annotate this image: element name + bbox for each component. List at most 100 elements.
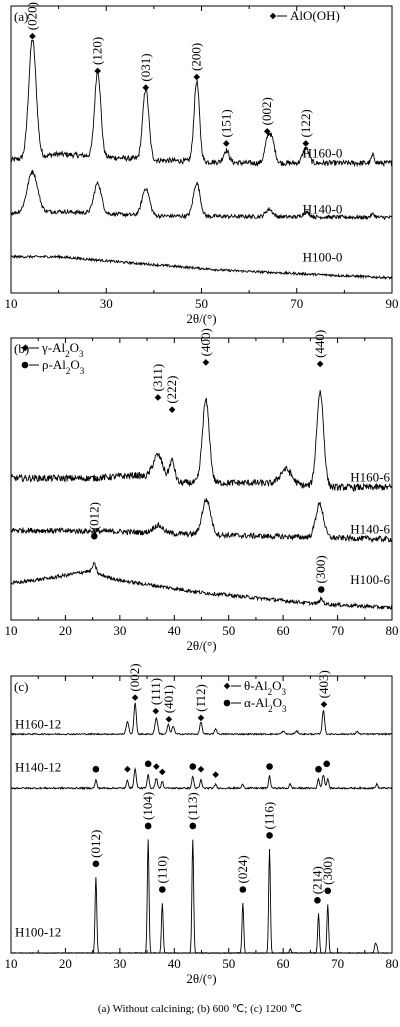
peak-marker [314, 897, 321, 904]
peak-marker [263, 128, 271, 135]
peak-label: (151) [218, 109, 233, 137]
peak-label: (120) [90, 37, 105, 65]
x-tick-label: 20 [59, 956, 72, 971]
legend-item: AlO(OH) [269, 8, 340, 23]
peak-marker [131, 694, 139, 701]
circle-legend-icon [223, 699, 231, 707]
peak-label: (111) [148, 678, 163, 705]
peak-marker [144, 822, 152, 830]
panel-label: (a) [14, 9, 28, 24]
peak-marker [317, 586, 325, 593]
peak-label: (1̄12) [193, 684, 208, 712]
x-tick-label: 10 [5, 623, 18, 638]
x-axis-label: 2θ/(°) [186, 971, 216, 986]
peak-marker [197, 714, 205, 722]
chart-panel-1: 10 30 50 70 90 2θ/(°) (a) H160-0 H140-0 H100-0 (02… [5, 2, 399, 326]
x-tick-label: 20 [59, 623, 72, 638]
peak-marker [29, 32, 36, 40]
x-tick-label: 80 [386, 623, 399, 638]
x-axis-label: 2θ/(°) [186, 638, 216, 653]
x-tick-label: 70 [290, 296, 303, 311]
peak-marker [154, 394, 162, 401]
peak-marker [189, 822, 197, 830]
peak-marker [323, 760, 330, 768]
legend-label: γ-Al2O3 [41, 340, 84, 359]
series-line [10, 39, 393, 168]
peak-marker [222, 140, 230, 147]
peak-label: (012) [86, 502, 101, 530]
x-tick-label: 50 [222, 623, 235, 638]
series-line [10, 839, 393, 955]
peak-label: (403) [316, 670, 331, 698]
peak-marker [202, 359, 210, 366]
peak-marker [165, 715, 173, 723]
peak-marker [324, 887, 332, 895]
peak-marker [159, 768, 166, 776]
legend-label: α-Al2O3 [244, 695, 287, 714]
x-tick-label: 90 [386, 296, 399, 311]
peak-label: (214) [309, 866, 324, 894]
peak-marker [315, 765, 322, 773]
series-label: H100-0 [303, 250, 343, 265]
peak-marker [168, 406, 176, 413]
peak-label: (300) [320, 857, 335, 885]
peak-marker [320, 701, 328, 708]
x-tick-label: 70 [331, 623, 344, 638]
series-line [10, 169, 393, 221]
peak-label: (116) [262, 802, 277, 830]
peak-marker [153, 763, 160, 770]
peak-marker [197, 765, 205, 773]
x-tick-label: 40 [168, 956, 181, 971]
diamond-legend-icon [21, 344, 29, 352]
peak-label: (200) [189, 43, 204, 71]
x-tick-label: 60 [277, 623, 290, 638]
peak-label: (400) [198, 328, 213, 356]
series-line [10, 767, 393, 791]
x-tick-label: 30 [100, 296, 113, 311]
peak-label: (401) [161, 685, 176, 713]
series-line [10, 702, 393, 736]
legend-item: α-Al2O3 [223, 695, 287, 714]
peak-label: (110) [154, 856, 169, 884]
peak-label: (122) [298, 109, 313, 137]
diamond-legend-icon [269, 12, 277, 20]
peak-marker [266, 832, 273, 839]
series-line [10, 498, 393, 544]
series-line [10, 254, 393, 280]
series-label: H160-12 [15, 716, 61, 731]
series-line [10, 390, 393, 493]
chart-panel-2: 10 20 30 40 50 60 70 80 2θ/(°) (b) H160-6 H140-6 H10… [5, 328, 399, 653]
series-label: H100-6 [350, 572, 390, 587]
figure-caption: (a) Without calcining; (b) 600 ℃; (c) 12… [97, 1003, 303, 1015]
peak-label: (024) [235, 855, 250, 883]
plot-frame [10, 337, 393, 621]
chart-panel-3: 10 20 30 40 50 60 70 80 2θ/(°) (c) H160-12 H140-12 H… [5, 663, 399, 986]
series-label: H140-6 [350, 522, 390, 537]
x-tick-label: 60 [277, 956, 290, 971]
legend-label: AlO(OH) [290, 8, 340, 23]
peak-marker [239, 886, 247, 893]
peak-marker [189, 763, 197, 770]
diamond-legend-icon [223, 682, 231, 690]
peak-label: (440) [312, 330, 327, 358]
x-tick-label: 80 [386, 956, 399, 971]
x-tick-label: 50 [222, 956, 235, 971]
peak-marker [159, 886, 166, 893]
peak-marker [124, 765, 131, 773]
circle-legend-icon [21, 361, 29, 369]
peak-marker [94, 67, 101, 75]
x-axis-label: 2θ/(°) [186, 311, 216, 326]
peak-marker [302, 140, 310, 147]
peak-label: (300) [313, 555, 328, 583]
peak-marker [316, 360, 324, 368]
x-tick-label: 30 [113, 956, 126, 971]
series-label: H140-0 [303, 201, 343, 216]
x-tick-label: 40 [168, 623, 181, 638]
peak-marker [193, 73, 201, 81]
peak-label: (002) [127, 663, 142, 691]
peak-marker [92, 765, 100, 773]
peak-marker [152, 707, 160, 715]
peak-label: (012) [88, 830, 103, 858]
peak-label: (002) [259, 97, 274, 125]
series-label: H100-12 [15, 924, 61, 939]
